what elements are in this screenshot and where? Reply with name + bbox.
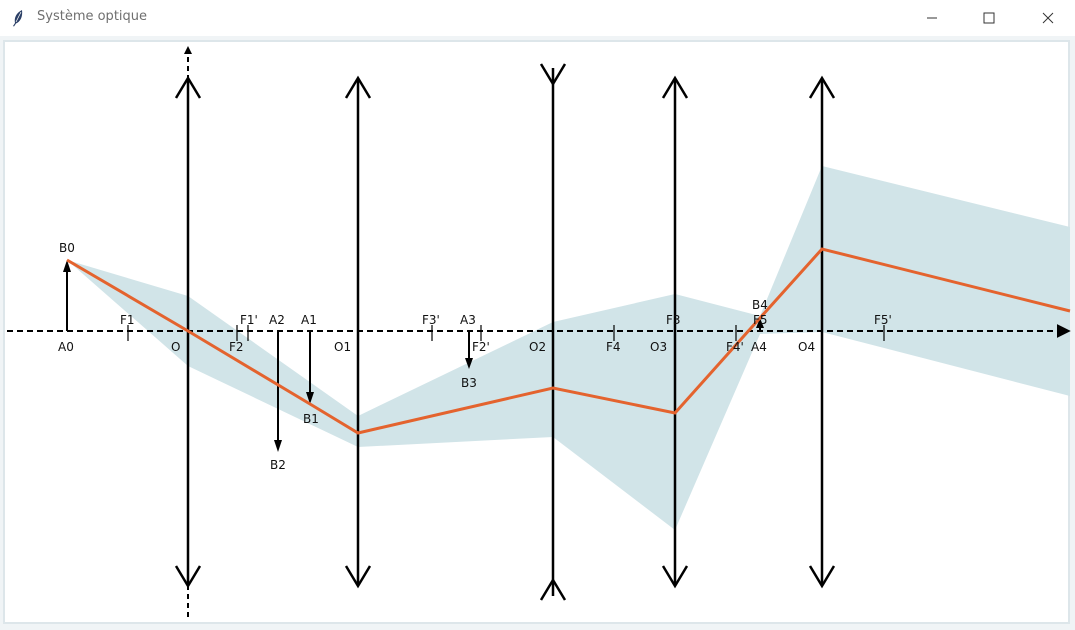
maximize-icon: [983, 12, 995, 24]
label-b1: B1: [303, 412, 319, 426]
label-o4: O4: [798, 340, 815, 354]
label-f2p: F2': [472, 340, 490, 354]
lens-o1: [344, 75, 372, 589]
label-f4p: F4': [726, 340, 744, 354]
label-a1: A1: [301, 313, 317, 327]
lens-o-extension-top-arrow: [184, 46, 192, 54]
label-b3: B3: [461, 376, 477, 390]
label-f1p: F1': [240, 313, 258, 327]
image-a3b3: [465, 331, 473, 369]
image-a2b2: [274, 331, 282, 452]
label-f1: F1: [120, 313, 135, 327]
minimize-icon: [927, 17, 937, 19]
label-b0: B0: [59, 241, 75, 255]
lens-o4: [808, 75, 836, 589]
close-button[interactable]: [1025, 0, 1071, 36]
minimize-button[interactable]: [909, 0, 955, 36]
label-b4: B4: [752, 298, 768, 312]
maximize-button[interactable]: [966, 0, 1012, 36]
label-f5: F5: [753, 313, 768, 327]
label-f3: F3: [666, 313, 681, 327]
label-o2: O2: [529, 340, 546, 354]
label-a0: A0: [58, 340, 74, 354]
label-f5p: F5': [874, 313, 892, 327]
label-o3: O3: [650, 340, 667, 354]
label-o1: O1: [334, 340, 351, 354]
principal-ray: [66, 247, 1071, 435]
beam-envelope: [67, 166, 1070, 530]
label-a4: A4: [751, 340, 767, 354]
lens-o3: [661, 75, 689, 589]
window-title: Système optique: [37, 9, 148, 24]
label-a3: A3: [460, 313, 476, 327]
object-a0b0: [63, 260, 71, 331]
lens-o2: [539, 63, 567, 601]
image-a1b1: [306, 331, 314, 404]
label-a2: A2: [269, 313, 285, 327]
close-icon: [1042, 12, 1054, 24]
title-bar: Système optique: [0, 0, 1075, 36]
label-f2: F2: [229, 340, 244, 354]
focal-ticks: [127, 325, 885, 341]
label-o: O: [171, 340, 180, 354]
label-f3p: F3': [422, 313, 440, 327]
label-f4: F4: [606, 340, 621, 354]
image-a4b4: [756, 318, 764, 331]
feather-icon: [13, 10, 23, 27]
label-b2: B2: [270, 458, 286, 472]
